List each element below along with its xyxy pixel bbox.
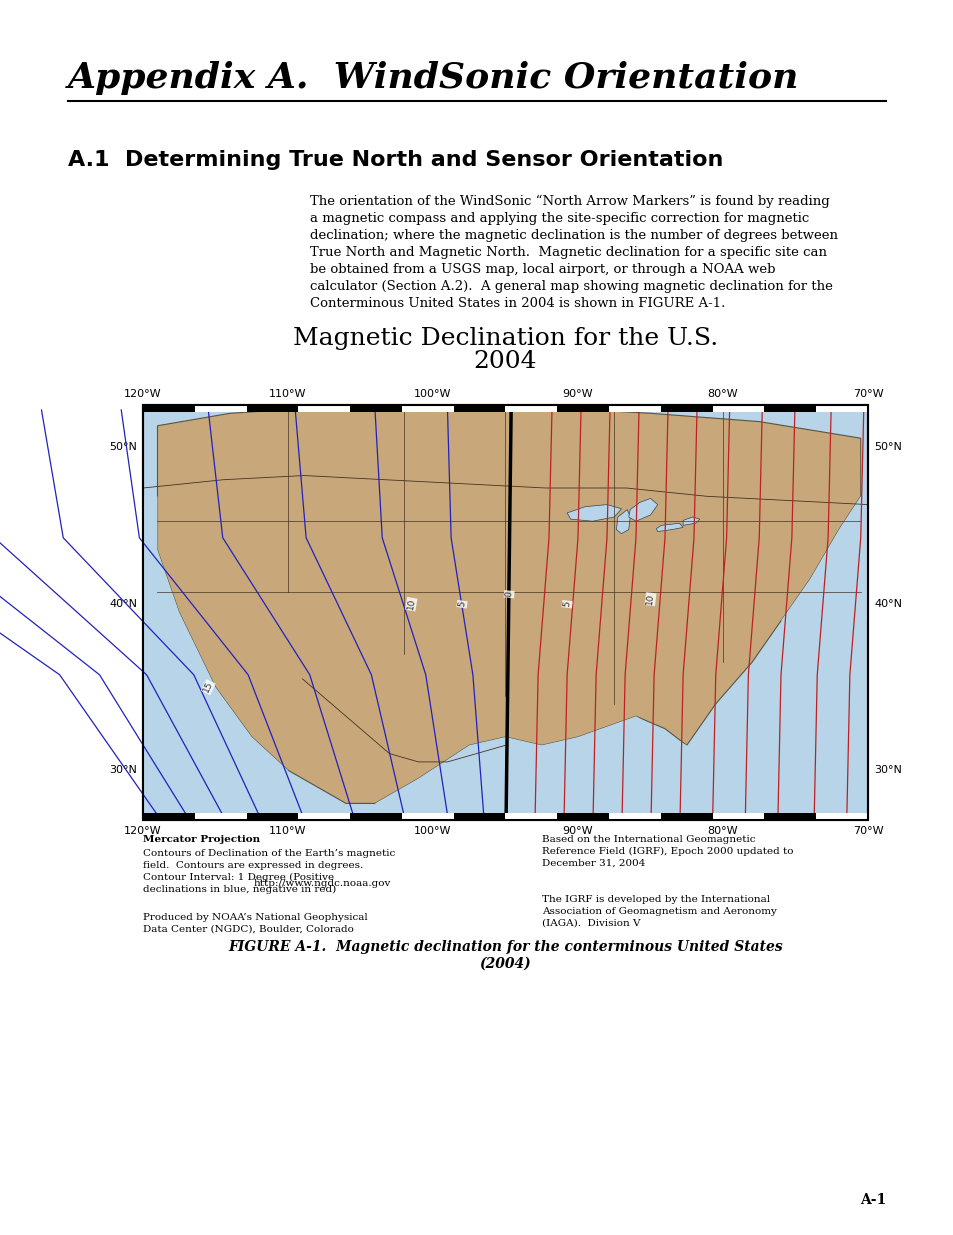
- Text: Contours of Declination of the Earth’s magnetic
field.  Contours are expressed i: Contours of Declination of the Earth’s m…: [143, 848, 395, 894]
- Text: 40°N: 40°N: [109, 599, 137, 609]
- Bar: [557, 405, 608, 412]
- Text: 40°N: 40°N: [873, 599, 901, 609]
- Bar: [763, 405, 816, 412]
- Text: 30°N: 30°N: [873, 766, 901, 776]
- Bar: [712, 813, 763, 820]
- Text: 70°W: 70°W: [852, 826, 882, 836]
- Bar: [660, 813, 712, 820]
- Bar: [143, 405, 867, 820]
- Bar: [350, 813, 401, 820]
- Text: 10: 10: [405, 598, 416, 610]
- Polygon shape: [143, 496, 288, 820]
- Text: http://www.ngdc.noaa.gov: http://www.ngdc.noaa.gov: [253, 879, 391, 888]
- Bar: [350, 405, 401, 412]
- Polygon shape: [375, 716, 686, 820]
- Text: Appendix A.  WindSonic Orientation: Appendix A. WindSonic Orientation: [68, 61, 799, 95]
- Text: 50°N: 50°N: [873, 441, 901, 452]
- Text: FIGURE A-1.  Magnetic declination for the conterminous United States
(2004): FIGURE A-1. Magnetic declination for the…: [228, 940, 782, 971]
- Text: Magnetic Declination for the U.S.: Magnetic Declination for the U.S.: [293, 327, 718, 350]
- Bar: [712, 405, 763, 412]
- Bar: [194, 813, 246, 820]
- Text: The orientation of the WindSonic “North Arrow Markers” is found by reading
a mag: The orientation of the WindSonic “North …: [310, 195, 837, 310]
- Polygon shape: [628, 499, 657, 521]
- Text: 0: 0: [504, 590, 514, 598]
- Bar: [557, 813, 608, 820]
- Text: 90°W: 90°W: [562, 389, 593, 399]
- Bar: [143, 813, 194, 820]
- Text: 15: 15: [201, 680, 214, 694]
- Text: A-1: A-1: [859, 1193, 885, 1207]
- Bar: [608, 405, 660, 412]
- Bar: [401, 405, 454, 412]
- Text: Based on the International Geomagnetic
Reference Field (IGRF), Epoch 2000 update: Based on the International Geomagnetic R…: [541, 835, 792, 868]
- Polygon shape: [781, 496, 867, 621]
- Text: 70°W: 70°W: [852, 389, 882, 399]
- Text: 110°W: 110°W: [269, 826, 307, 836]
- Text: 120°W: 120°W: [124, 826, 162, 836]
- Bar: [505, 813, 557, 820]
- Bar: [143, 405, 194, 412]
- Bar: [246, 405, 298, 412]
- Text: 90°W: 90°W: [562, 826, 593, 836]
- Text: 110°W: 110°W: [269, 389, 307, 399]
- Text: 80°W: 80°W: [707, 389, 738, 399]
- Text: Mercator Projection: Mercator Projection: [143, 835, 260, 844]
- Text: 30°N: 30°N: [109, 766, 137, 776]
- Bar: [816, 405, 867, 412]
- Text: 2004: 2004: [474, 350, 537, 373]
- Bar: [608, 813, 660, 820]
- Text: 5: 5: [561, 600, 572, 608]
- Text: 100°W: 100°W: [414, 389, 452, 399]
- Bar: [194, 405, 246, 412]
- Bar: [401, 813, 454, 820]
- Polygon shape: [157, 405, 860, 804]
- Bar: [660, 405, 712, 412]
- Text: 50°N: 50°N: [109, 441, 137, 452]
- Bar: [454, 813, 505, 820]
- Bar: [454, 405, 505, 412]
- Polygon shape: [656, 524, 682, 531]
- Text: Produced by NOAA’s National Geophysical
Data Center (NGDC), Boulder, Colorado: Produced by NOAA’s National Geophysical …: [143, 913, 367, 934]
- Polygon shape: [616, 510, 630, 534]
- Text: 100°W: 100°W: [414, 826, 452, 836]
- Text: A.1  Determining True North and Sensor Orientation: A.1 Determining True North and Sensor Or…: [68, 149, 722, 170]
- Bar: [143, 405, 867, 820]
- Text: 10: 10: [644, 593, 655, 605]
- Bar: [298, 405, 350, 412]
- Bar: [298, 813, 350, 820]
- Text: 80°W: 80°W: [707, 826, 738, 836]
- Polygon shape: [566, 505, 620, 521]
- Bar: [816, 813, 867, 820]
- Text: 120°W: 120°W: [124, 389, 162, 399]
- Bar: [763, 813, 816, 820]
- Bar: [246, 813, 298, 820]
- Bar: [505, 405, 557, 412]
- Polygon shape: [682, 517, 700, 525]
- Text: 5: 5: [456, 600, 466, 608]
- Text: The IGRF is developed by the International
Association of Geomagnetism and Aeron: The IGRF is developed by the Internation…: [541, 895, 776, 927]
